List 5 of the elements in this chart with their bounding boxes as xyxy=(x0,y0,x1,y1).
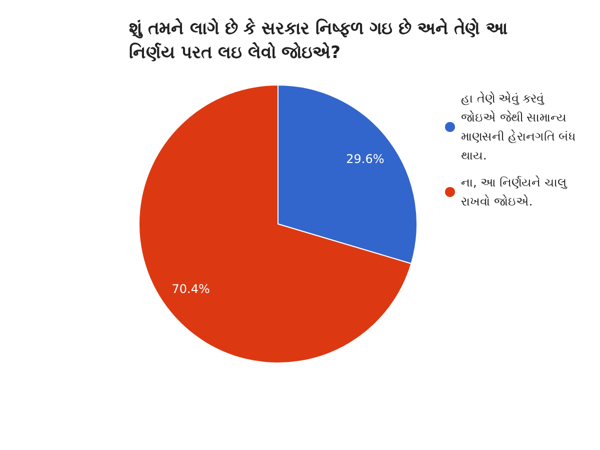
legend-label: હા તેણે એવું કરવું જોઇએ જેથી સામાન્ય માણસની હેરાનગતિ બંધ થાય. xyxy=(461,92,580,162)
data-label: 70.4% xyxy=(172,282,210,296)
legend-label: ના, આ નિર્ણયને ચાલુ રાખવો જોઇએ. xyxy=(461,176,570,208)
chart-title: શું તમને લાગે છે કે સરકાર નિષ્ફળ ગઇ છે અને તેણે આ નિર્ણય પરત લઇ લેવો જોઇએ? xyxy=(129,17,514,63)
data-label: 29.6% xyxy=(346,152,384,166)
